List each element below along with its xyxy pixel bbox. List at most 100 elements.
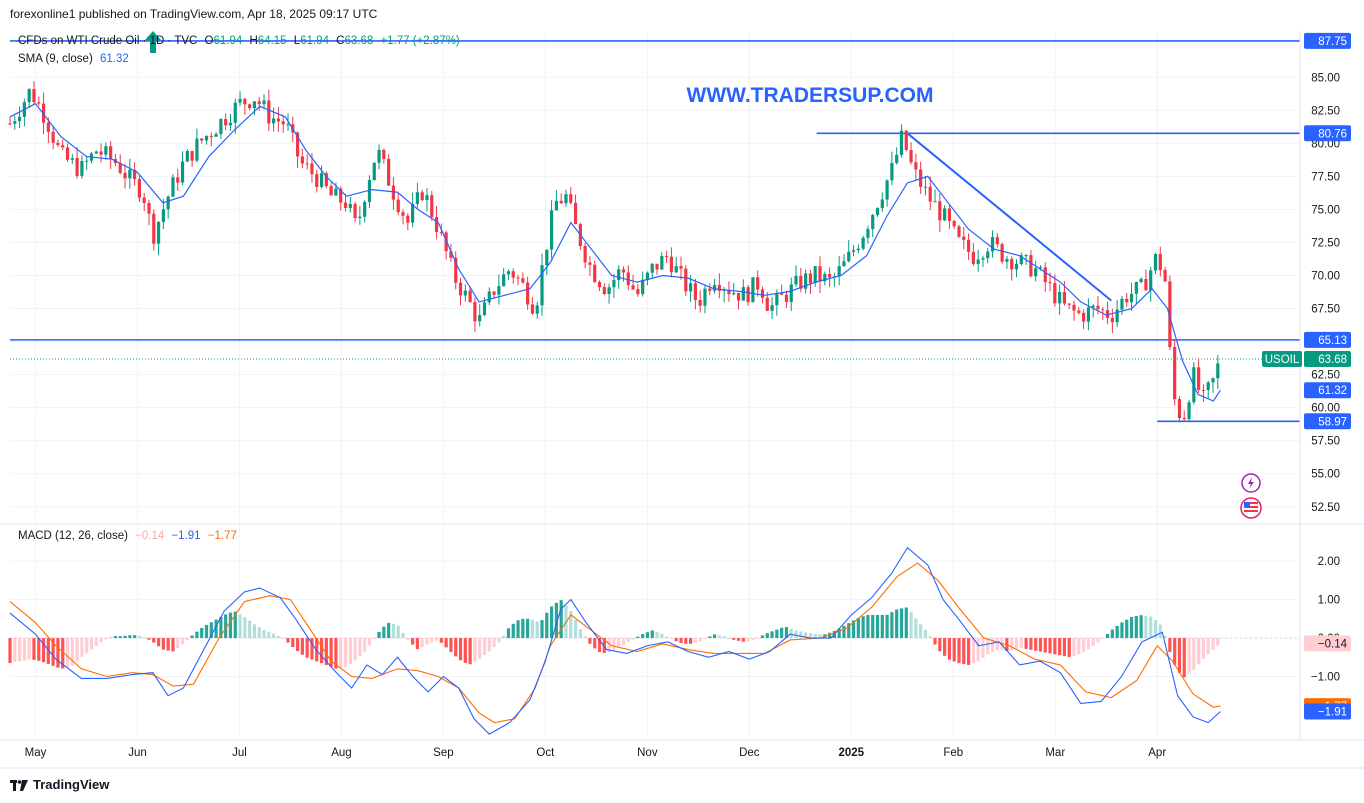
symbol-title[interactable]: CFDs on WTI Crude Oil · 1D · TVC (18, 35, 198, 47)
macd-histogram-bar (1024, 638, 1028, 649)
time-tick-label: Aug (331, 747, 351, 759)
candle-body (315, 174, 319, 187)
candle-body (765, 297, 769, 311)
candle-body (1173, 347, 1177, 400)
macd-histogram-bar (717, 635, 721, 639)
candle-body (1134, 282, 1138, 294)
macd-histogram-bar (118, 636, 122, 639)
candle-body (880, 199, 884, 209)
macd-histogram-bar (674, 638, 678, 642)
candle-body (775, 292, 779, 306)
macd-histogram-bar (789, 628, 793, 639)
candle-body (545, 249, 549, 266)
candle-body (569, 194, 573, 203)
candle-body (463, 290, 467, 296)
candle-body (233, 102, 237, 123)
candle-body (51, 131, 55, 143)
macd-histogram-bar (1110, 629, 1114, 639)
candle-body (27, 89, 31, 103)
high-value: 64.15 (257, 35, 287, 47)
macd-tick-label: 1.00 (1318, 595, 1340, 607)
candle-body (573, 202, 578, 225)
candle-body (104, 146, 108, 155)
macd-histogram-bar (257, 627, 261, 639)
macd-histogram-bar (286, 638, 290, 643)
macd-histogram-bar (885, 614, 889, 639)
time-tick-label: Dec (739, 747, 760, 759)
candlestick-series (8, 81, 1220, 423)
candle-body (329, 186, 333, 196)
macd-histogram-bar (75, 638, 79, 662)
candle-body (871, 215, 875, 230)
candle-body (904, 130, 908, 150)
macd-histogram-bar (962, 638, 966, 665)
candle-body (454, 257, 458, 283)
macd-histogram-bar (607, 638, 611, 652)
macd-histogram-bar (415, 638, 419, 650)
macd-histogram-bar (645, 632, 650, 639)
us-flag-icon[interactable] (1240, 497, 1262, 519)
macd-histogram-bar (401, 632, 405, 639)
price-tick-label: 82.50 (1311, 105, 1340, 117)
candle-body (37, 102, 41, 104)
macd-legend[interactable]: MACD (12, 26, close) −0.14 −1.91 −1.77 (18, 530, 241, 542)
candle-body (272, 118, 276, 124)
macd-histogram-bar (688, 638, 693, 644)
candle-body (947, 208, 952, 221)
macd-histogram-bar (233, 611, 237, 639)
horizontal-levels[interactable] (10, 40, 1300, 423)
candle-body (319, 173, 324, 187)
sma-legend[interactable]: SMA (9, close) 61.32 (18, 53, 133, 65)
macd-histogram-bar (180, 638, 185, 645)
macd-histogram-bar (209, 622, 213, 639)
macd-histogram-bar (228, 612, 233, 639)
macd-histogram-bar (1182, 638, 1186, 678)
candle-body (1182, 418, 1186, 420)
price-labels: 87.75 80.76 65.13 58.97 63.68 61.32 USOIL −0.14… (1262, 32, 1351, 720)
candle-body (1158, 254, 1162, 271)
candle-body (856, 248, 860, 251)
macd-histogram-bar (113, 636, 118, 639)
macd-histogram-bar (348, 638, 352, 665)
macd-histogram-bar (914, 618, 918, 639)
sma-price-label: 61.32 (1318, 385, 1347, 397)
macd-histogram-bar (85, 638, 89, 654)
macd-histogram-bar (588, 638, 592, 644)
macd-histogram-bar (1168, 638, 1172, 653)
macd-histogram-bar (875, 614, 880, 639)
macd-histogram-bar (521, 618, 525, 639)
macd-histogram-bar (880, 614, 884, 639)
macd-histogram-bar (597, 638, 602, 652)
macd-histogram-bar (1115, 625, 1119, 639)
macd-histogram-bar (482, 638, 487, 656)
macd-histogram-bar (449, 638, 453, 652)
macd-histogram-bar (895, 609, 899, 639)
candle-body (295, 132, 300, 157)
macd-histogram-bar (310, 638, 314, 660)
macd-histogram-bar (262, 629, 266, 639)
macd-histogram-bar (27, 638, 31, 660)
macd-histogram-bar (722, 636, 726, 639)
macd-histogram-bar (1192, 638, 1196, 670)
macd-histogram-bar (1062, 638, 1067, 657)
macd-histogram-bar (41, 638, 46, 663)
macd-label[interactable]: MACD (12, 26, close) (18, 530, 128, 542)
tradingview-logo[interactable]: TradingView (10, 777, 109, 792)
lightning-icon[interactable] (1241, 473, 1261, 493)
candle-body (995, 237, 999, 245)
candle-body (540, 265, 544, 306)
macd-histogram-bar (224, 614, 228, 639)
macd-histogram-bar (1072, 638, 1076, 656)
candle-body (708, 288, 712, 291)
sma-label[interactable]: SMA (9, close) (18, 53, 93, 65)
price-tick-label: 55.00 (1311, 469, 1340, 481)
macd-histogram-bar (506, 628, 511, 639)
macd-histogram-bar (458, 638, 463, 661)
macd-histogram-bar (617, 638, 621, 648)
macd-histogram-bar (593, 638, 597, 649)
candle-body (597, 282, 602, 288)
candle-body (161, 209, 165, 223)
macd-histogram-bar (1144, 615, 1148, 639)
ohlc-legend[interactable]: CFDs on WTI Crude Oil · 1D · TVC O61.94 … (18, 35, 464, 47)
